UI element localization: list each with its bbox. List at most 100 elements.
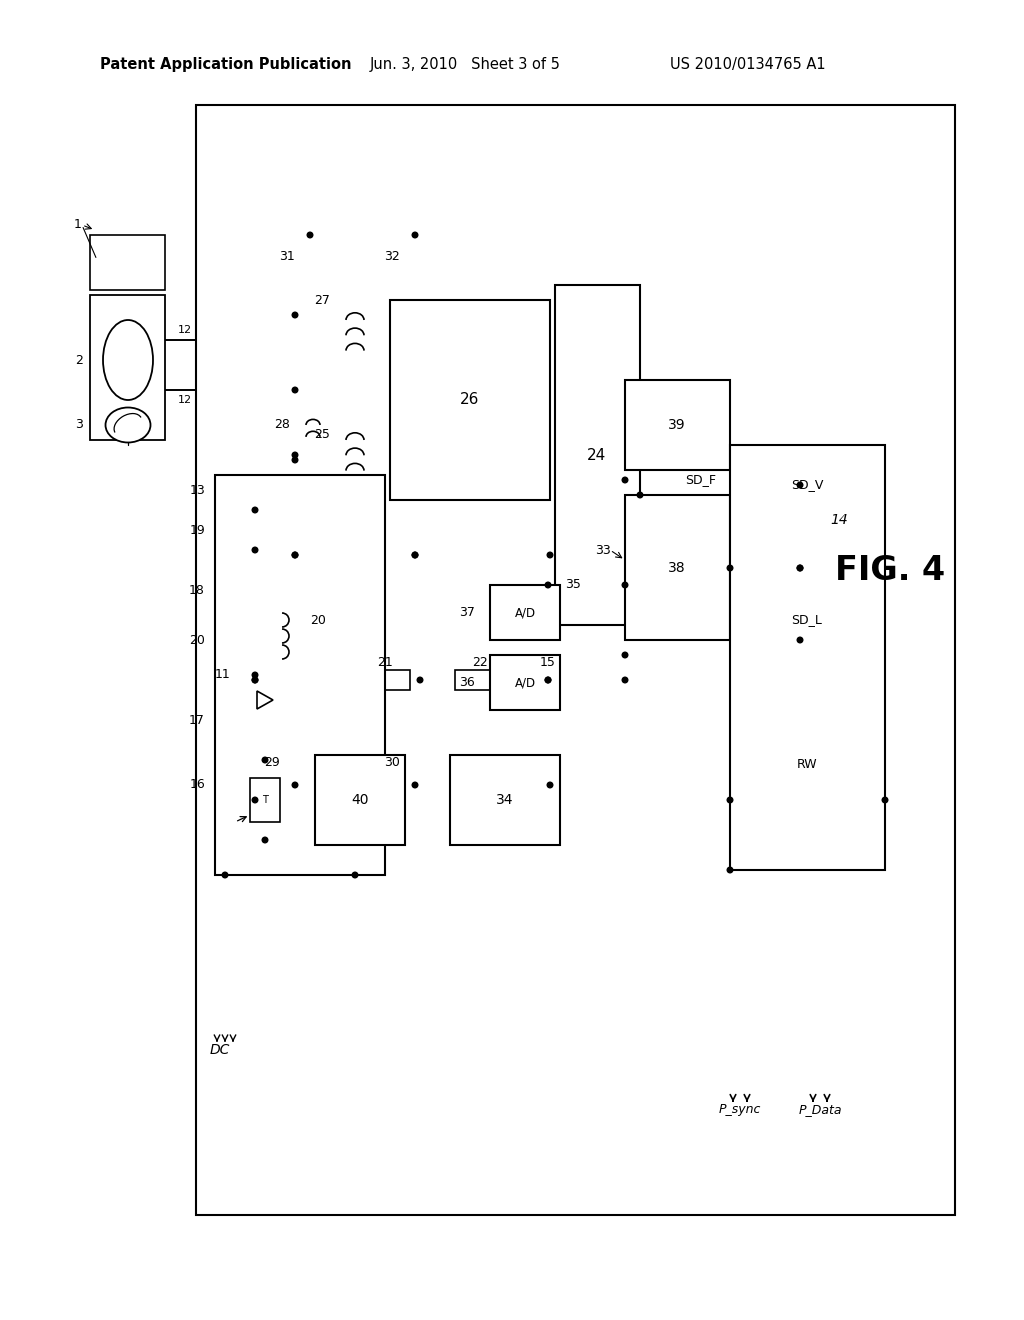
Text: 3: 3	[75, 418, 83, 432]
Text: 21: 21	[377, 656, 393, 668]
Circle shape	[252, 677, 258, 682]
Bar	[215, 201, 820, 880]
Text: 36: 36	[459, 676, 475, 689]
Bar	[196, 106, 955, 1214]
Text: 34: 34	[497, 793, 514, 807]
Text: 12: 12	[178, 325, 193, 335]
Text: T: T	[262, 795, 268, 805]
Circle shape	[292, 552, 298, 558]
Circle shape	[413, 232, 418, 238]
Text: SD_L: SD_L	[792, 614, 822, 627]
Circle shape	[252, 548, 258, 553]
Circle shape	[413, 783, 418, 788]
Circle shape	[727, 565, 733, 570]
Circle shape	[222, 873, 227, 878]
Text: RW: RW	[797, 759, 817, 771]
Circle shape	[252, 672, 258, 677]
Polygon shape	[257, 690, 273, 709]
Text: 20: 20	[189, 634, 205, 647]
Bar	[240, 335, 555, 845]
Text: 40: 40	[351, 793, 369, 807]
Circle shape	[883, 797, 888, 803]
Text: 24: 24	[588, 447, 606, 462]
Circle shape	[252, 677, 258, 682]
Circle shape	[545, 677, 551, 682]
Circle shape	[623, 652, 628, 657]
Text: Jun. 3, 2010   Sheet 3 of 5: Jun. 3, 2010 Sheet 3 of 5	[370, 58, 561, 73]
Text: A/D: A/D	[514, 676, 536, 689]
Bar	[360, 671, 410, 690]
Text: 31: 31	[280, 251, 295, 264]
Text: FIG. 4: FIG. 4	[835, 553, 945, 586]
Text: SD_F: SD_F	[685, 474, 716, 487]
Text: 1: 1	[74, 219, 82, 231]
Text: 32: 32	[384, 251, 400, 264]
Circle shape	[417, 677, 423, 682]
Circle shape	[292, 453, 298, 458]
Bar	[455, 671, 505, 690]
Circle shape	[727, 797, 733, 803]
Text: US 2010/0134765 A1: US 2010/0134765 A1	[670, 58, 825, 73]
Ellipse shape	[105, 408, 151, 442]
Text: 30: 30	[384, 755, 400, 768]
Circle shape	[623, 677, 628, 682]
Bar	[390, 300, 550, 500]
Text: 27: 27	[314, 293, 330, 306]
Ellipse shape	[103, 319, 153, 400]
Text: 2: 2	[75, 354, 83, 367]
Circle shape	[352, 873, 357, 878]
Circle shape	[292, 457, 298, 463]
Bar	[90, 294, 165, 440]
Circle shape	[262, 837, 268, 842]
Circle shape	[623, 582, 628, 587]
Circle shape	[798, 482, 803, 488]
Circle shape	[413, 552, 418, 558]
Text: Patent Application Publication: Patent Application Publication	[100, 58, 351, 73]
Text: 19: 19	[189, 524, 205, 536]
Text: 15: 15	[540, 656, 556, 668]
Text: DC: DC	[210, 1043, 230, 1057]
Bar	[315, 755, 406, 845]
Text: 38: 38	[669, 561, 686, 576]
Circle shape	[252, 507, 258, 512]
Text: 39: 39	[669, 418, 686, 432]
Text: 14: 14	[830, 513, 848, 527]
Circle shape	[292, 783, 298, 788]
Circle shape	[547, 783, 553, 788]
Circle shape	[547, 552, 553, 558]
Text: 13: 13	[189, 483, 205, 496]
Bar	[490, 655, 560, 710]
Circle shape	[413, 552, 418, 558]
Text: 37: 37	[459, 606, 475, 619]
Bar	[450, 755, 560, 845]
Text: 25: 25	[314, 429, 330, 441]
Circle shape	[637, 492, 643, 498]
Circle shape	[545, 582, 551, 587]
Text: A/D: A/D	[514, 606, 536, 619]
Circle shape	[545, 677, 551, 682]
Circle shape	[798, 565, 803, 570]
Text: 16: 16	[189, 779, 205, 792]
Text: 18: 18	[189, 583, 205, 597]
Text: 12: 12	[178, 395, 193, 405]
Circle shape	[798, 638, 803, 643]
Circle shape	[292, 552, 298, 558]
Text: 22: 22	[472, 656, 487, 668]
Text: 20: 20	[310, 614, 326, 627]
Text: 35: 35	[565, 578, 581, 591]
Bar	[555, 285, 640, 624]
Text: 28: 28	[274, 418, 290, 432]
Circle shape	[727, 867, 733, 873]
Bar	[215, 475, 385, 875]
Bar	[90, 235, 165, 290]
Text: 26: 26	[461, 392, 479, 408]
Circle shape	[262, 758, 268, 763]
Text: P_Data: P_Data	[799, 1104, 842, 1117]
Circle shape	[307, 232, 312, 238]
Circle shape	[292, 387, 298, 393]
Circle shape	[623, 478, 628, 483]
Circle shape	[252, 797, 258, 803]
Circle shape	[292, 313, 298, 318]
Bar	[625, 380, 730, 470]
Text: 33: 33	[595, 544, 610, 557]
